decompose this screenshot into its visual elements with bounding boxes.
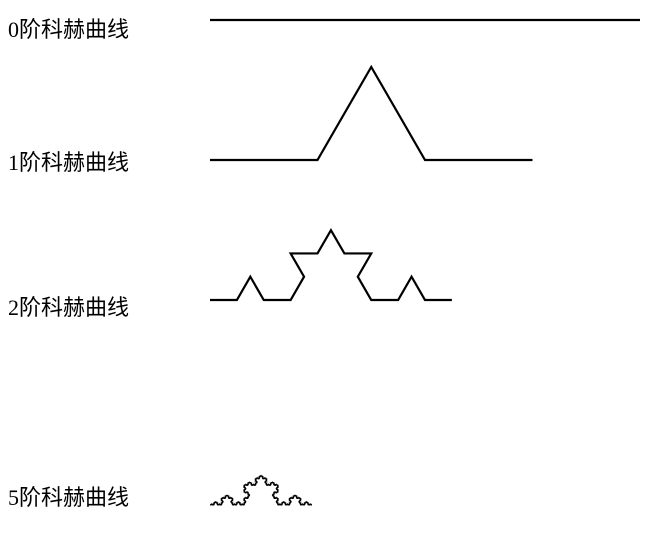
curve-koch-5 (210, 370, 640, 530)
curve-koch-1 (210, 60, 640, 180)
koch-svg-order-0 (210, 0, 640, 40)
curve-koch-0 (210, 0, 640, 40)
label-koch-0: 0阶科赫曲线 (8, 12, 188, 44)
page-root: 0阶科赫曲线 1阶科赫曲线 2阶科赫曲线 5阶科赫曲线 (0, 0, 661, 547)
curve-koch-2 (210, 200, 640, 320)
label-koch-5: 5阶科赫曲线 (8, 480, 188, 512)
koch-svg-order-2 (210, 200, 640, 320)
label-koch-1: 1阶科赫曲线 (8, 145, 188, 177)
label-koch-2: 2阶科赫曲线 (8, 290, 188, 322)
koch-svg-order-5 (210, 370, 640, 530)
koch-svg-order-1 (210, 60, 640, 180)
